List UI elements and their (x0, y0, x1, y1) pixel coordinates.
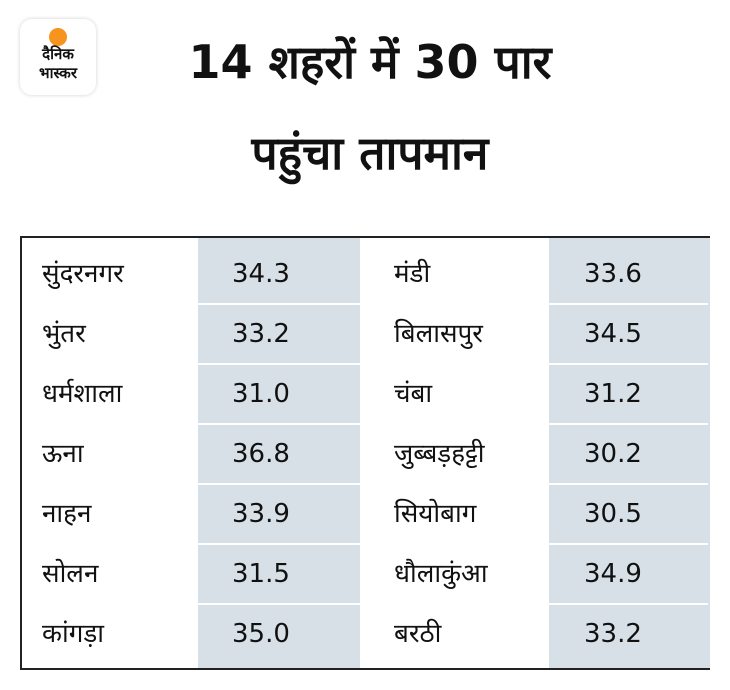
city-name: धर्मशाला (42, 379, 123, 409)
table-row: सुंदरनगर 34.3 मंडी 33.6 (22, 244, 708, 305)
temperature-value: 30.5 (584, 499, 642, 529)
table-row: कांगड़ा 35.0 बरठी 33.2 (22, 604, 708, 664)
table-row: नाहन 33.9 सियोबाग 30.5 (22, 484, 708, 545)
city-name: मंडी (394, 259, 431, 289)
temperature-value: 31.2 (584, 379, 642, 409)
city-name: ऊना (42, 439, 84, 469)
sun-icon (49, 28, 67, 46)
temperature-value: 30.2 (584, 439, 642, 469)
table-row: धर्मशाला 31.0 चंबा 31.2 (22, 364, 708, 425)
city-name: चंबा (394, 379, 433, 409)
city-name: बिलासपुर (394, 319, 483, 349)
column-divider (360, 238, 368, 668)
city-name: भुंतर (42, 319, 86, 349)
temperature-value: 33.2 (232, 319, 290, 349)
city-name: सोलन (42, 559, 99, 589)
temperature-value: 31.0 (232, 379, 290, 409)
city-name: कांगड़ा (42, 619, 104, 649)
temperature-value: 33.6 (584, 259, 642, 289)
city-name: सियोबाग (394, 499, 477, 529)
city-name: बरठी (394, 619, 442, 649)
logo-text-line1: दैनिक (42, 45, 74, 63)
title-line1: 14 शहरों में 30 पार (188, 35, 552, 89)
city-name: धौलाकुंआ (394, 559, 488, 589)
temperature-value: 33.9 (232, 499, 290, 529)
temperature-value: 34.3 (232, 259, 290, 289)
title-line2: पहुंचा तापमान (251, 126, 489, 180)
row-divider (22, 423, 708, 425)
value-column-shade-2 (549, 238, 710, 668)
temperature-value: 36.8 (232, 439, 290, 469)
table-row: सोलन 31.5 धौलाकुंआ 34.9 (22, 544, 708, 605)
city-name: नाहन (42, 499, 92, 529)
table-row: भुंतर 33.2 बिलासपुर 34.5 (22, 304, 708, 365)
temperature-value: 31.5 (232, 559, 290, 589)
city-name: जुब्बड़हट्टी (394, 439, 485, 469)
value-column-shade-1 (198, 238, 360, 668)
temperature-table: सुंदरनगर 34.3 मंडी 33.6 भुंतर 33.2 बिलासपुर 34.… (20, 236, 710, 670)
temperature-value: 34.9 (584, 559, 642, 589)
row-divider (22, 303, 708, 305)
table-row: ऊना 36.8 जुब्बड़हट्टी 30.2 (22, 424, 708, 485)
row-divider (22, 363, 708, 365)
row-divider (22, 483, 708, 485)
logo-text-line2: भास्कर (39, 64, 77, 82)
row-divider (22, 603, 708, 605)
city-name: सुंदरनगर (42, 259, 124, 289)
temperature-value: 34.5 (584, 319, 642, 349)
temperature-value: 33.2 (584, 619, 642, 649)
logo: दैनिक भास्कर (20, 19, 96, 95)
temperature-value: 35.0 (232, 619, 290, 649)
row-divider (22, 543, 708, 545)
